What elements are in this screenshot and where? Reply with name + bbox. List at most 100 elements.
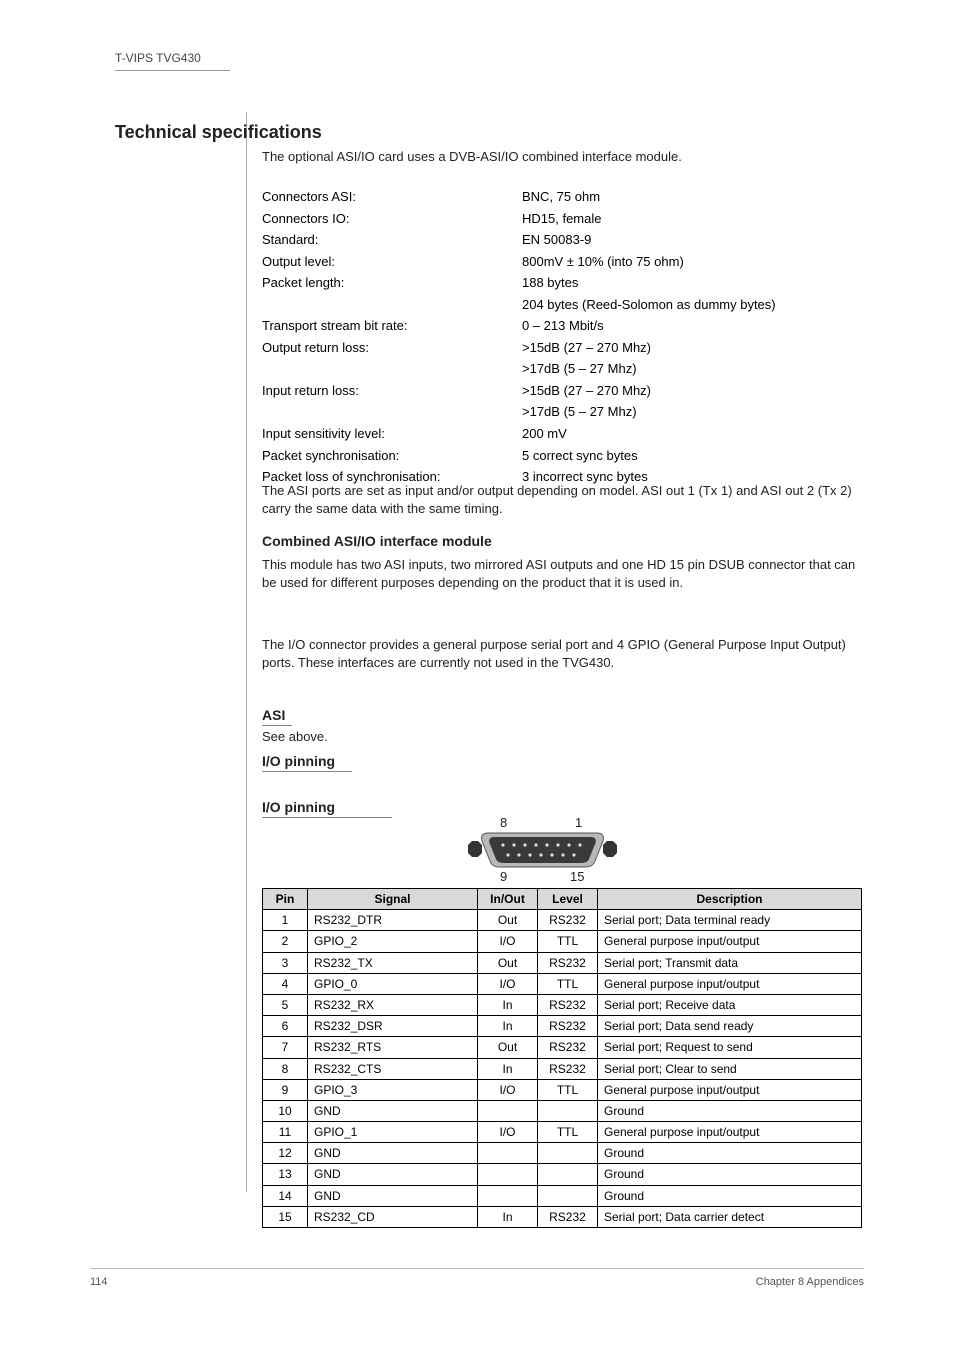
table-cell: TTL	[538, 1079, 598, 1100]
table-cell: Serial port; Transmit data	[598, 952, 862, 973]
table-cell	[538, 1185, 598, 1206]
table-cell: I/O	[478, 1079, 538, 1100]
table-cell: In	[478, 1016, 538, 1037]
combo-p2: The I/O connector provides a general pur…	[262, 636, 862, 671]
table-row: 10GNDGround	[263, 1100, 862, 1121]
spec-row: >17dB (5 – 27 Mhz)	[262, 360, 862, 378]
page-header-product: T-VIPS TVG430	[115, 50, 201, 66]
table-row: 4GPIO_0I/OTTLGeneral purpose input/outpu…	[263, 973, 862, 994]
table-cell	[538, 1164, 598, 1185]
table-cell: General purpose input/output	[598, 931, 862, 952]
table-cell: 1	[263, 910, 308, 931]
spec-list: Connectors ASI:BNC, 75 ohmConnectors IO:…	[262, 188, 862, 490]
table-cell: Serial port; Data send ready	[598, 1016, 862, 1037]
table-cell: RS232	[538, 1206, 598, 1227]
table-cell: RS232	[538, 910, 598, 931]
sub-io-underline-2	[262, 817, 392, 818]
table-cell: 8	[263, 1058, 308, 1079]
page-footer: 114 Chapter 8 Appendices	[90, 1268, 864, 1290]
spec-label: Input return loss:	[262, 382, 522, 400]
spec-value: EN 50083-9	[522, 231, 862, 249]
table-cell: Serial port; Receive data	[598, 994, 862, 1015]
spec-label	[262, 403, 522, 421]
table-cell: TTL	[538, 973, 598, 994]
table-cell	[478, 1143, 538, 1164]
spec-value: 188 bytes	[522, 274, 862, 292]
spec-label: Input sensitivity level:	[262, 425, 522, 443]
table-cell: GPIO_3	[308, 1079, 478, 1100]
spec-row: >17dB (5 – 27 Mhz)	[262, 403, 862, 421]
table-cell: RS232_DSR	[308, 1016, 478, 1037]
table-cell	[538, 1143, 598, 1164]
table-cell: 14	[263, 1185, 308, 1206]
table-cell: Ground	[598, 1100, 862, 1121]
table-cell: RS232_TX	[308, 952, 478, 973]
table-cell	[478, 1185, 538, 1206]
footer-chapter: Chapter 8 Appendices	[756, 1275, 864, 1290]
table-cell: In	[478, 1206, 538, 1227]
spec-row: 204 bytes (Reed-Solomon as dummy bytes)	[262, 296, 862, 314]
spec-row: Input return loss:>15dB (27 – 270 Mhz)	[262, 382, 862, 400]
table-cell: 13	[263, 1164, 308, 1185]
table-header-cell: In/Out	[478, 889, 538, 910]
spec-label	[262, 360, 522, 378]
spec-label: Standard:	[262, 231, 522, 249]
table-cell: TTL	[538, 931, 598, 952]
table-cell: RS232_DTR	[308, 910, 478, 931]
combo-heading: Combined ASI/IO interface module	[262, 532, 492, 551]
table-row: 6RS232_DSRInRS232Serial port; Data send …	[263, 1016, 862, 1037]
table-row: 13GND Ground	[263, 1164, 862, 1185]
table-cell: 4	[263, 973, 308, 994]
table-cell: Serial port; Data carrier detect	[598, 1206, 862, 1227]
table-cell: 10	[263, 1100, 308, 1121]
sub-asi: ASI	[262, 706, 285, 725]
sub-io: I/O pinning	[262, 752, 335, 771]
table-cell: RS232	[538, 994, 598, 1015]
table-cell: RS232_RX	[308, 994, 478, 1015]
table-cell: 2	[263, 931, 308, 952]
table-cell: Ground	[598, 1185, 862, 1206]
spec-row: Transport stream bit rate:0 – 213 Mbit/s	[262, 317, 862, 335]
table-cell: RS232_CD	[308, 1206, 478, 1227]
table-cell: GND	[308, 1164, 478, 1185]
spec-value: >17dB (5 – 27 Mhz)	[522, 403, 862, 421]
table-cell: Serial port; Clear to send	[598, 1058, 862, 1079]
table-cell	[478, 1164, 538, 1185]
table-cell: 15	[263, 1206, 308, 1227]
table-cell: Ground	[598, 1164, 862, 1185]
table-cell: 3	[263, 952, 308, 973]
table-cell: RS232_CTS	[308, 1058, 478, 1079]
table-row: 9GPIO_3I/OTTLGeneral purpose input/outpu…	[263, 1079, 862, 1100]
table-cell: GPIO_0	[308, 973, 478, 994]
config-text: The ASI ports are set as input and/or ou…	[262, 482, 862, 517]
table-cell: Serial port; Data terminal ready	[598, 910, 862, 931]
table-cell: GND	[308, 1185, 478, 1206]
table-cell: Out	[478, 952, 538, 973]
spec-row: Output level:800mV ± 10% (into 75 ohm)	[262, 253, 862, 271]
table-cell: GPIO_1	[308, 1122, 478, 1143]
spec-value: >15dB (27 – 270 Mhz)	[522, 382, 862, 400]
table-header-cell: Signal	[308, 889, 478, 910]
spec-row: Output return loss:>15dB (27 – 270 Mhz)	[262, 339, 862, 357]
spec-label: Transport stream bit rate:	[262, 317, 522, 335]
table-row: 3RS232_TXOutRS232Serial port; Transmit d…	[263, 952, 862, 973]
vertical-rule	[246, 112, 247, 1192]
table-cell: 9	[263, 1079, 308, 1100]
table-cell: Out	[478, 1037, 538, 1058]
table-cell	[478, 1100, 538, 1121]
table-cell: I/O	[478, 931, 538, 952]
table-cell: RS232	[538, 952, 598, 973]
connector-diagram: 8 1 9 15	[460, 815, 625, 885]
spec-label: Output return loss:	[262, 339, 522, 357]
table-row: 14GND Ground	[263, 1185, 862, 1206]
table-cell: TTL	[538, 1122, 598, 1143]
table-cell: General purpose input/output	[598, 973, 862, 994]
spec-label	[262, 296, 522, 314]
table-cell: RS232	[538, 1058, 598, 1079]
table-cell: 11	[263, 1122, 308, 1143]
table-cell: Out	[478, 910, 538, 931]
table-cell: In	[478, 994, 538, 1015]
spec-label: Connectors IO:	[262, 210, 522, 228]
spec-value: 800mV ± 10% (into 75 ohm)	[522, 253, 862, 271]
spec-value: BNC, 75 ohm	[522, 188, 862, 206]
